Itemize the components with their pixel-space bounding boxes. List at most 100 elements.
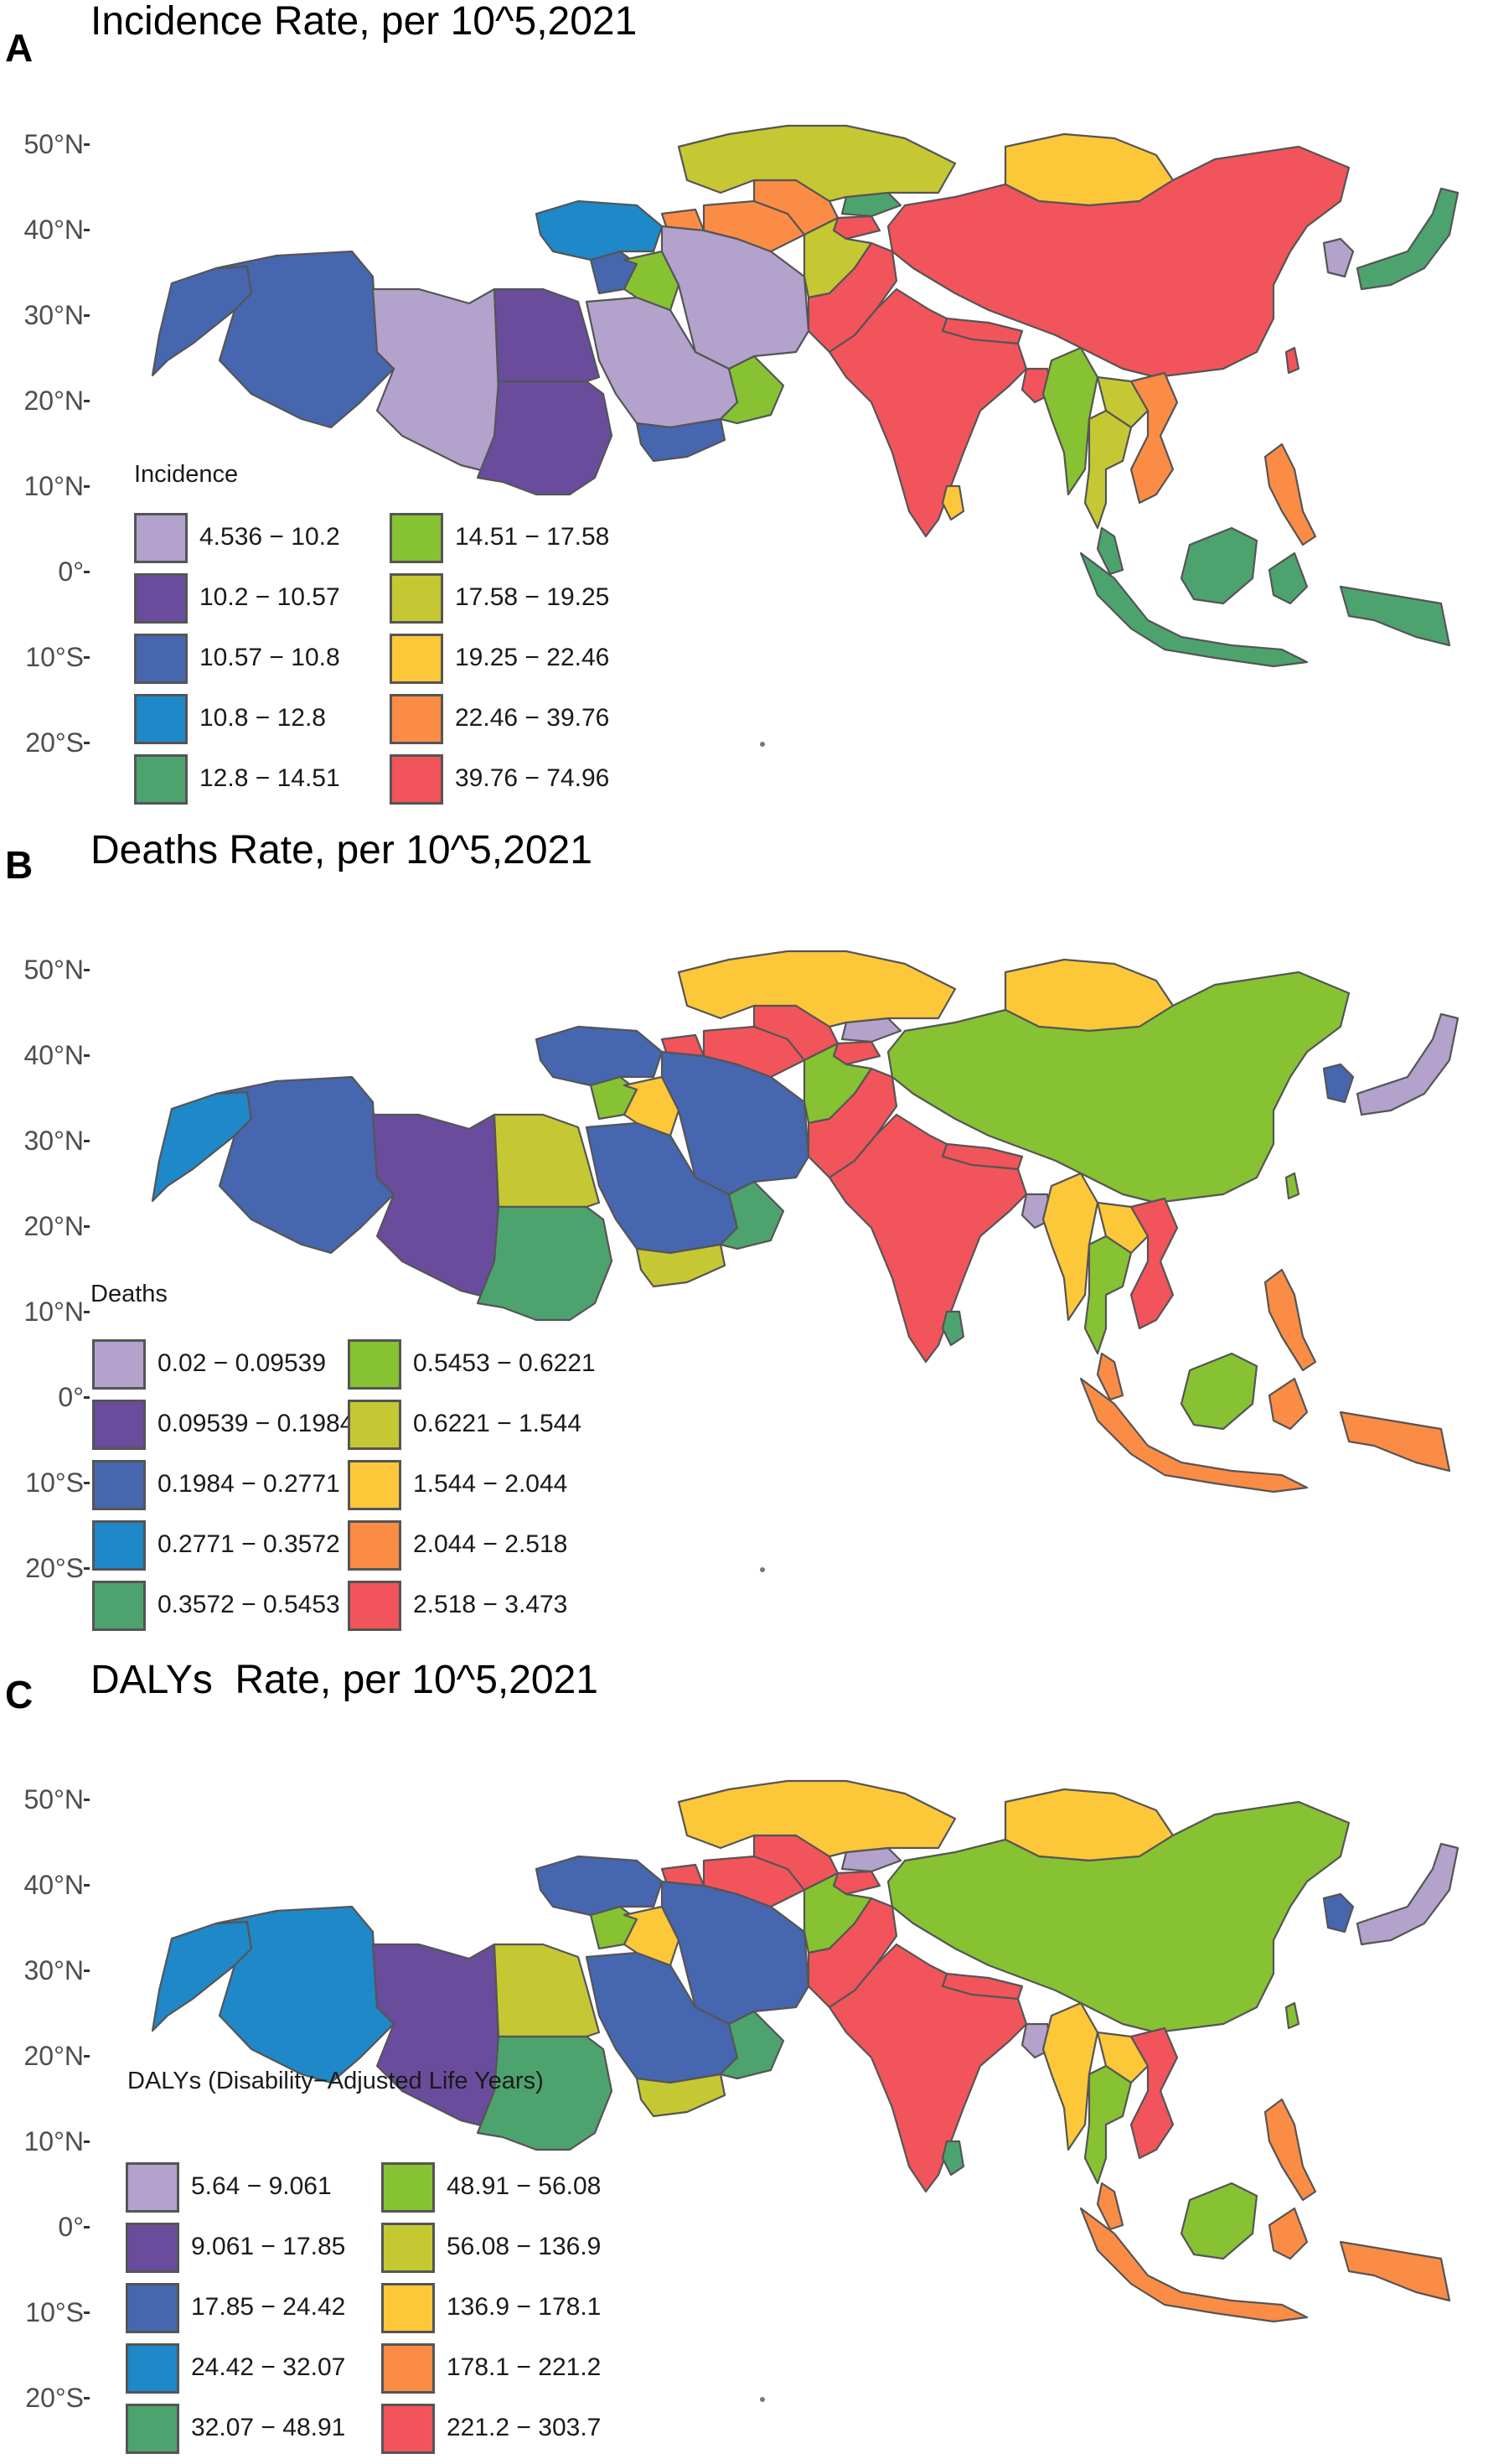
latitude-tick-mark <box>84 1884 90 1887</box>
region-oman <box>719 355 785 425</box>
region-taiwan <box>1284 1172 1300 1200</box>
region-india <box>828 1943 1028 2193</box>
legend-item: 2.518 − 3.473 <box>348 1581 599 1633</box>
legend-swatch <box>390 513 443 563</box>
legend-swatch <box>126 2343 179 2394</box>
region-china <box>886 145 1351 379</box>
region-pakistan <box>807 241 898 354</box>
legend-swatch <box>92 1581 146 1631</box>
legend-swatch <box>134 694 188 744</box>
region-indonesia <box>1079 2207 1309 2323</box>
legend-title: Incidence <box>134 461 239 488</box>
region-algeria <box>214 1905 395 2084</box>
legend-item: 9.061 − 17.85 <box>126 2223 377 2275</box>
legend-item: 24.42 − 32.07 <box>126 2343 377 2395</box>
region-sudan <box>476 2035 613 2151</box>
region-newguinea <box>1339 2240 1451 2302</box>
latitude-tick-mark <box>84 2055 90 2058</box>
legend-label: 0.3572 − 0.5453 <box>158 1591 340 1618</box>
region-kazakhstan <box>677 124 957 203</box>
legend-label: 22.46 − 39.76 <box>455 704 610 732</box>
legend-swatch <box>92 1520 146 1571</box>
latitude-tick-mark <box>84 143 90 146</box>
latitude-tick-label: 20°N <box>23 2041 85 2071</box>
legend-label: 19.25 − 22.46 <box>455 644 610 671</box>
legend-label: 10.57 − 10.8 <box>199 644 340 671</box>
region-myanmar <box>1041 2001 1099 2151</box>
region-borneo <box>1180 526 1258 605</box>
region-libya <box>371 1113 500 1301</box>
legend-label: 5.64 − 9.061 <box>191 2172 332 2200</box>
latitude-tick-label: 30°N <box>23 300 85 330</box>
region-china <box>886 1800 1351 2034</box>
legend-swatch <box>381 2404 435 2454</box>
legend-swatch <box>126 2162 179 2213</box>
region-myanmar <box>1041 1172 1099 1322</box>
legend-swatch <box>381 2223 435 2273</box>
legend-label: 12.8 − 14.51 <box>199 764 340 792</box>
legend-swatch <box>126 2283 179 2333</box>
region-mongolia <box>1004 958 1175 1033</box>
legend-label: 0.09539 − 0.1984 <box>158 1410 354 1437</box>
region-turkey <box>535 1025 664 1087</box>
region-yemen <box>635 1243 726 1288</box>
legend-item: 178.1 − 221.2 <box>381 2343 633 2395</box>
latitude-tick-mark <box>84 1567 90 1570</box>
region-taiwan <box>1284 346 1300 375</box>
legend-label: 221.2 − 303.7 <box>447 2414 602 2441</box>
latitude-tick-mark <box>84 2397 90 2399</box>
region-taiwan <box>1284 2001 1300 2030</box>
legend-item: 5.64 − 9.061 <box>126 2162 377 2214</box>
region-algeria <box>214 1075 395 1255</box>
latitude-tick-label: 30°N <box>23 1126 85 1156</box>
legend-item: 10.57 − 10.8 <box>134 634 385 686</box>
legend-swatch <box>126 2404 179 2454</box>
legend-swatch <box>381 2343 435 2394</box>
legend-item: 136.9 − 178.1 <box>381 2283 633 2335</box>
panel-letter: A <box>5 26 34 70</box>
region-japan <box>1356 1842 1460 1946</box>
latitude-tick-label: 10°N <box>23 1297 85 1327</box>
legend-label: 0.02 − 0.09539 <box>158 1349 327 1377</box>
region-srilanka <box>941 2140 965 2177</box>
region-yemen <box>635 417 726 463</box>
legend-label: 0.5453 − 0.6221 <box>413 1349 596 1377</box>
region-oman <box>719 1180 785 1250</box>
legend-label: 2.518 − 3.473 <box>413 1591 568 1618</box>
choropleth-map <box>151 950 1460 1572</box>
legend-label: 39.76 − 74.96 <box>455 764 610 792</box>
region-thailand <box>1083 409 1133 530</box>
region-newguinea <box>1339 1411 1451 1473</box>
legend-item: 39.76 − 74.96 <box>390 754 641 806</box>
region-malaysia <box>1096 526 1124 576</box>
legend-item: 0.09539 − 0.1984 <box>92 1400 354 1452</box>
legend-item: 32.07 − 48.91 <box>126 2404 377 2456</box>
legend-item: 0.5453 − 0.6221 <box>348 1339 599 1391</box>
legend-label: 9.061 − 17.85 <box>191 2233 346 2260</box>
region-china <box>886 971 1351 1204</box>
legend-swatch <box>92 1339 146 1390</box>
latitude-tick-label: 20°S <box>25 727 84 758</box>
island-dot <box>760 742 765 747</box>
legend-item: 2.044 − 2.518 <box>348 1520 599 1572</box>
legend-label: 24.42 − 32.07 <box>191 2353 346 2381</box>
region-turkey <box>535 1855 664 1917</box>
latitude-tick-mark <box>84 485 90 488</box>
region-japan <box>1356 1012 1460 1116</box>
region-borneo <box>1180 1352 1258 1431</box>
region-pakistan <box>807 1897 898 2009</box>
legend-label: 0.2771 − 0.3572 <box>158 1530 340 1558</box>
legend-item: 12.8 − 14.51 <box>134 754 385 806</box>
region-kazakhstan <box>677 950 957 1028</box>
region-vietnam <box>1129 1197 1179 1330</box>
legend-label: 4.536 − 10.2 <box>199 523 340 551</box>
legend-item: 10.8 − 12.8 <box>134 694 385 746</box>
latitude-tick-label: 40°N <box>23 1870 85 1900</box>
latitude-tick-mark <box>84 2140 90 2143</box>
panel-letter: B <box>5 843 34 887</box>
legend-item: 17.85 − 24.42 <box>126 2283 377 2335</box>
latitude-tick-mark <box>84 1225 90 1228</box>
region-malaysia <box>1096 2182 1124 2231</box>
latitude-tick-label: 20°N <box>23 386 85 416</box>
region-myanmar <box>1041 346 1099 496</box>
